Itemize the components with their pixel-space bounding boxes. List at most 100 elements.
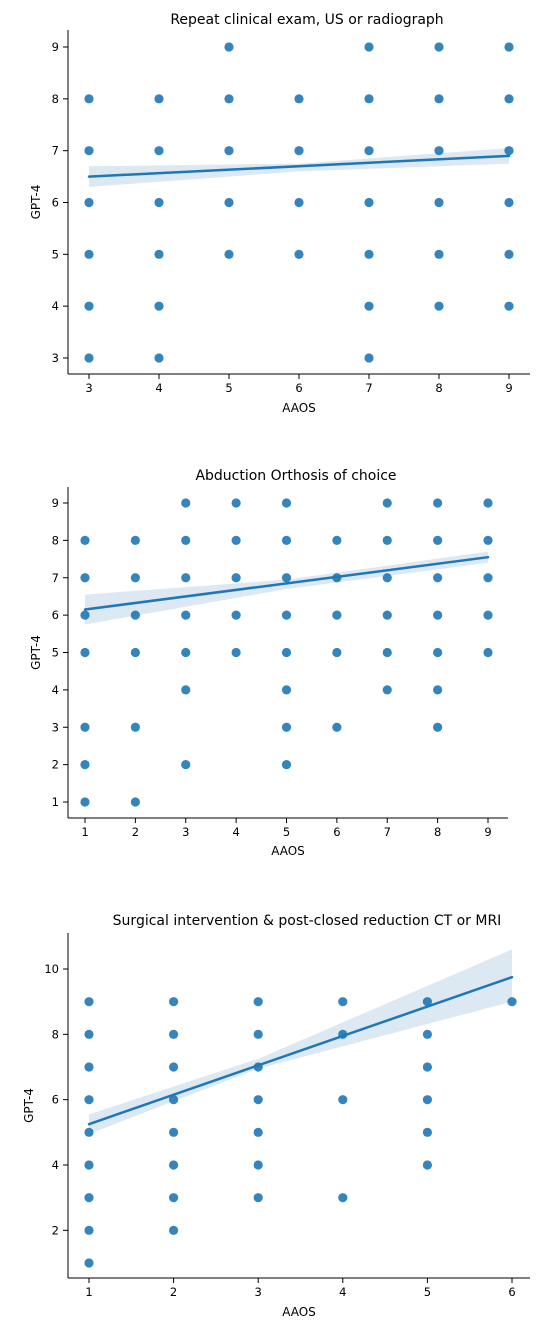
data-point (84, 197, 94, 208)
data-point (224, 146, 234, 156)
x-tick-label: 1 (81, 825, 88, 839)
y-tick-label: 3 (52, 720, 59, 734)
regression-line (83, 555, 490, 611)
x-tick-label: 5 (283, 825, 290, 839)
data-point (332, 535, 342, 545)
x-tick-label: 3 (85, 381, 92, 395)
data-point (154, 94, 164, 104)
data-point (422, 997, 432, 1007)
data-point (504, 197, 514, 208)
data-point (507, 997, 517, 1007)
data-point (154, 249, 164, 259)
confidence-band (89, 148, 509, 187)
x-tick-label: 3 (182, 825, 189, 839)
data-point (281, 610, 292, 620)
data-point (338, 997, 348, 1007)
data-point (382, 573, 392, 583)
data-point (181, 498, 191, 508)
y-tick-label: 6 (52, 1093, 59, 1107)
y-tick-label: 8 (52, 1027, 59, 1041)
x-tick-label: 5 (424, 1285, 431, 1299)
data-point (231, 610, 241, 620)
data-point (294, 94, 304, 104)
confidence-band (89, 949, 512, 1134)
x-tick-label: 7 (384, 825, 391, 839)
data-point (504, 94, 514, 104)
x-axis-title: AAOS (271, 844, 305, 858)
y-tick-label: 10 (44, 962, 59, 976)
y-tick-label: 2 (52, 1223, 59, 1237)
data-point (181, 760, 191, 770)
data-point (253, 1095, 263, 1105)
data-point (84, 1062, 94, 1072)
data-point (382, 498, 392, 508)
data-point (338, 1193, 348, 1203)
data-point (332, 610, 342, 620)
data-point (483, 647, 493, 658)
data-point (169, 997, 179, 1007)
data-point (181, 610, 191, 620)
data-point (84, 997, 94, 1007)
data-point (253, 1029, 263, 1039)
data-point (422, 1127, 432, 1137)
data-point (281, 685, 292, 695)
data-point (281, 573, 292, 583)
x-axis-title: AAOS (282, 1305, 316, 1319)
x-tick-label: 8 (434, 825, 441, 839)
data-point (338, 1095, 348, 1105)
data-point (433, 535, 443, 545)
data-point (84, 301, 94, 311)
data-point (84, 249, 94, 259)
y-axis-title: GPT-4 (22, 1088, 36, 1123)
data-point (434, 249, 444, 259)
x-tick-label: 6 (508, 1285, 515, 1299)
data-point (84, 94, 94, 104)
x-tick-label: 6 (295, 381, 302, 395)
data-point (224, 197, 234, 208)
x-tick-label: 4 (339, 1285, 346, 1299)
data-point (80, 610, 90, 620)
data-point (84, 1225, 94, 1235)
data-point (281, 498, 292, 508)
data-point (231, 573, 241, 583)
data-point (433, 722, 443, 732)
data-point (84, 1127, 94, 1137)
y-tick-label: 9 (52, 496, 59, 510)
y-tick-label: 3 (52, 351, 59, 365)
data-point (130, 647, 140, 658)
x-tick-label: 9 (505, 381, 512, 395)
data-point (382, 685, 392, 695)
data-point (130, 535, 140, 545)
data-point (130, 797, 140, 807)
data-point (422, 1062, 432, 1072)
data-point (422, 1160, 432, 1170)
data-point (84, 1258, 94, 1268)
data-point (281, 760, 292, 770)
data-point (80, 797, 90, 807)
y-tick-label: 2 (52, 758, 59, 772)
data-point (169, 1160, 179, 1170)
data-point (231, 535, 241, 545)
y-tick-label: 4 (52, 1158, 59, 1172)
data-point (483, 610, 493, 620)
data-point (364, 301, 374, 311)
data-point (154, 353, 164, 363)
data-point (130, 722, 140, 732)
data-point (364, 146, 374, 156)
data-point (294, 197, 304, 208)
data-point (181, 535, 191, 545)
data-point (364, 353, 374, 363)
data-point (224, 42, 234, 52)
y-tick-label: 6 (52, 608, 59, 622)
data-point (231, 647, 241, 658)
y-tick-label: 4 (52, 683, 59, 697)
data-point (382, 535, 392, 545)
data-point (434, 197, 444, 208)
data-point (483, 573, 493, 583)
y-axis-title: GPT-4 (29, 635, 43, 670)
data-point (224, 249, 234, 259)
data-point (84, 353, 94, 363)
data-point (433, 647, 443, 658)
data-point (434, 94, 444, 104)
chart-title: Surgical intervention & post-closed redu… (113, 913, 502, 929)
